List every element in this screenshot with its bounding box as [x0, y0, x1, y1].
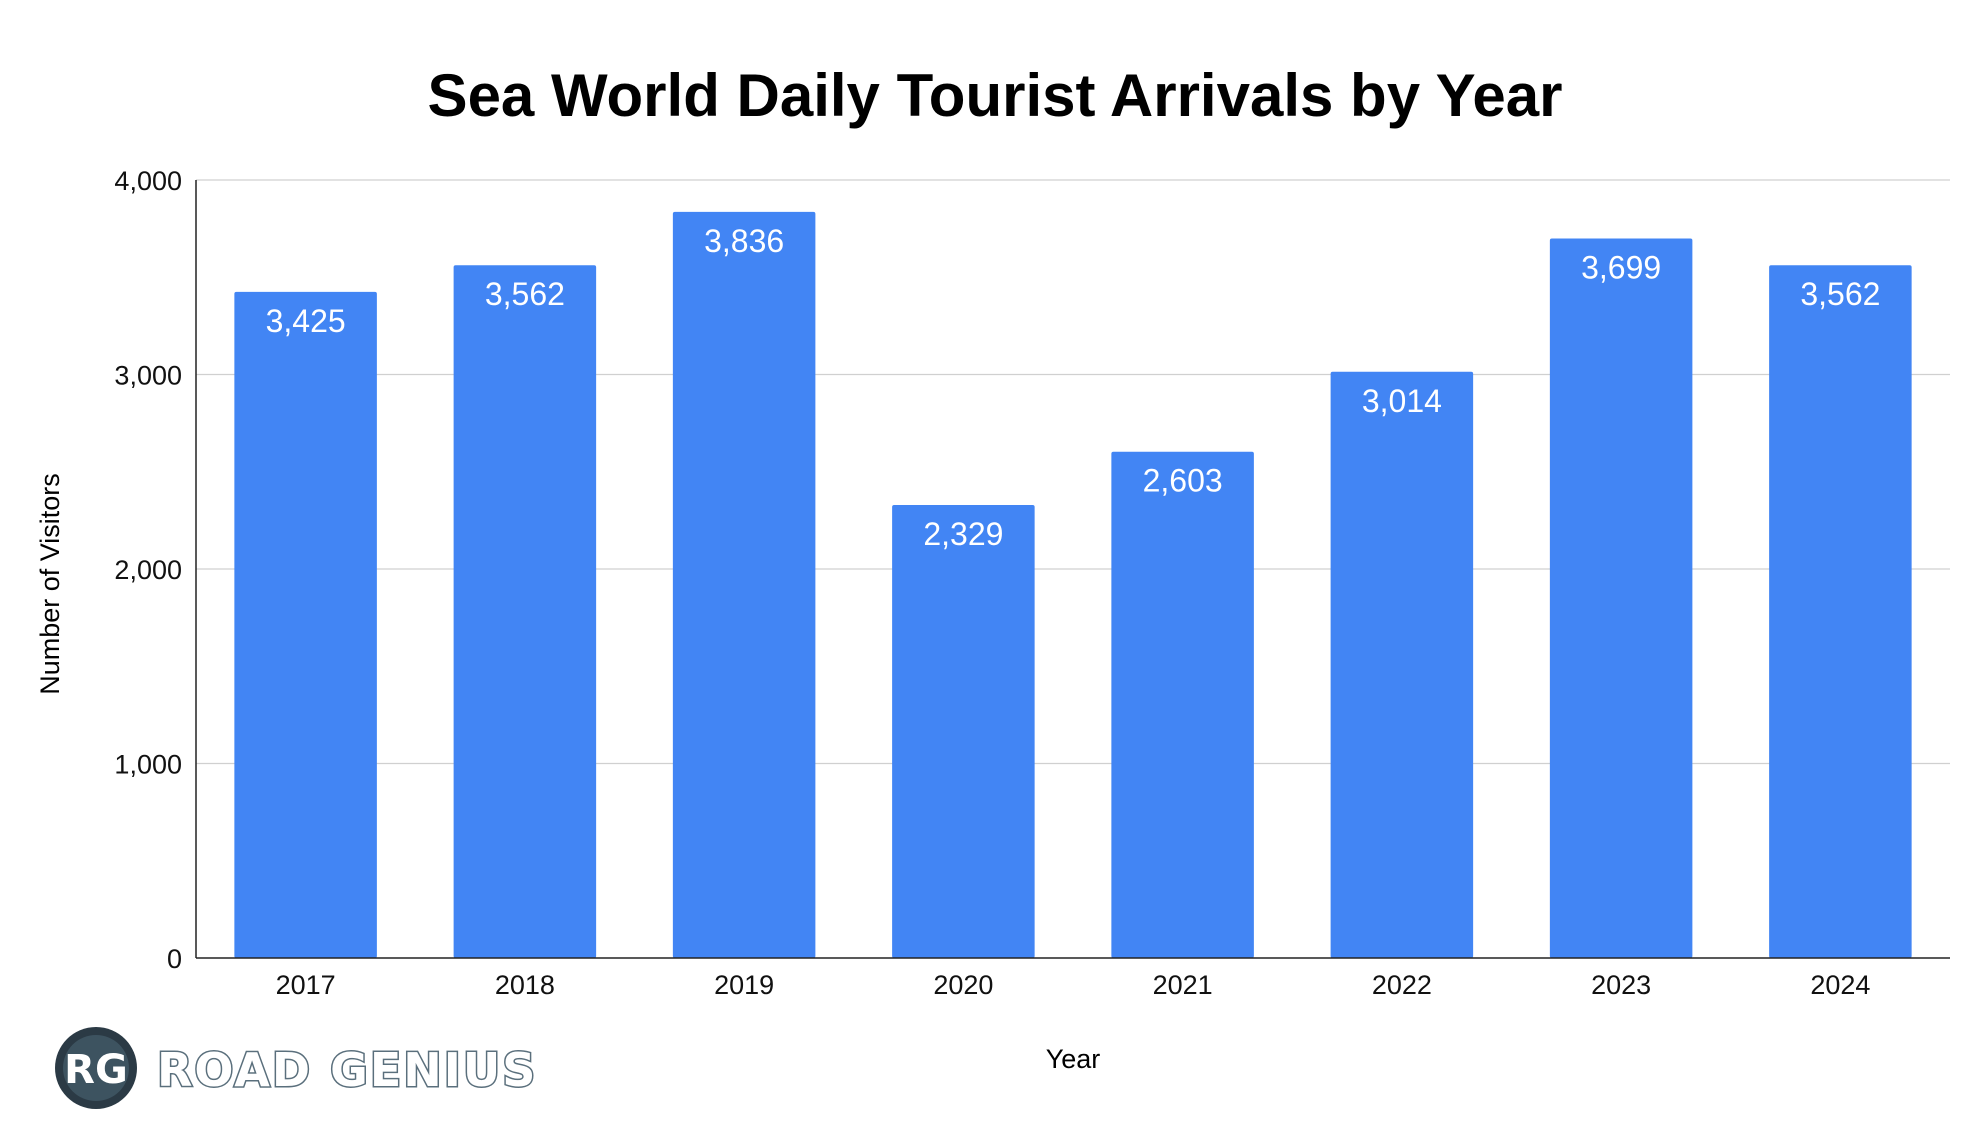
data-label-2022: 3,014 — [1362, 383, 1442, 419]
bars — [234, 211, 1912, 959]
data-label-2024: 3,562 — [1800, 276, 1880, 312]
y-tick-label: 1,000 — [114, 750, 182, 780]
bar-2023 — [1549, 238, 1693, 958]
bar-2022 — [1330, 371, 1474, 959]
x-tick-label-2024: 2024 — [1810, 970, 1870, 1000]
logo-wordmark: ROAD GENIUS — [157, 1043, 537, 1097]
data-label-2018: 3,562 — [485, 276, 565, 312]
road-genius-logo: RG ROAD GENIUS — [55, 1027, 537, 1109]
x-axis-ticks: 2017 2018 2019 2020 2021 2022 2023 2024 — [276, 970, 1871, 1000]
data-label-2021: 2,603 — [1143, 463, 1223, 499]
bar-2017 — [234, 291, 377, 958]
logo-monogram: RG — [64, 1047, 128, 1093]
data-label-2019: 3,836 — [704, 223, 784, 259]
x-tick-label-2023: 2023 — [1591, 970, 1651, 1000]
chart-title: Sea World Daily Tourist Arrivals by Year — [428, 62, 1563, 129]
y-axis-ticks: 0 1,000 2,000 3,000 4,000 — [114, 166, 182, 974]
data-label-2017: 3,425 — [266, 303, 346, 339]
y-tick-label: 3,000 — [114, 361, 182, 391]
x-tick-label-2019: 2019 — [714, 970, 774, 1000]
x-tick-label-2018: 2018 — [495, 970, 555, 1000]
data-label-2020: 2,329 — [923, 516, 1003, 552]
y-axis-label: Number of Visitors — [35, 473, 65, 695]
y-tick-label: 2,000 — [114, 555, 182, 585]
bar-2021 — [1111, 451, 1254, 958]
bar-2019 — [672, 211, 816, 958]
bar-2018 — [453, 265, 597, 958]
x-tick-label-2020: 2020 — [933, 970, 993, 1000]
x-tick-label-2021: 2021 — [1153, 970, 1213, 1000]
bar-2024 — [1769, 265, 1912, 958]
x-tick-label-2017: 2017 — [276, 970, 336, 1000]
data-labels: 3,425 3,562 3,836 2,329 2,603 3,014 3,699 3,562 — [266, 223, 1881, 552]
y-tick-label: 0 — [167, 944, 182, 974]
y-tick-label: 4,000 — [114, 166, 182, 196]
x-axis-label: Year — [1046, 1044, 1101, 1074]
x-tick-label-2022: 2022 — [1372, 970, 1432, 1000]
data-label-2023: 3,699 — [1581, 250, 1661, 286]
bar-2020 — [892, 505, 1035, 958]
